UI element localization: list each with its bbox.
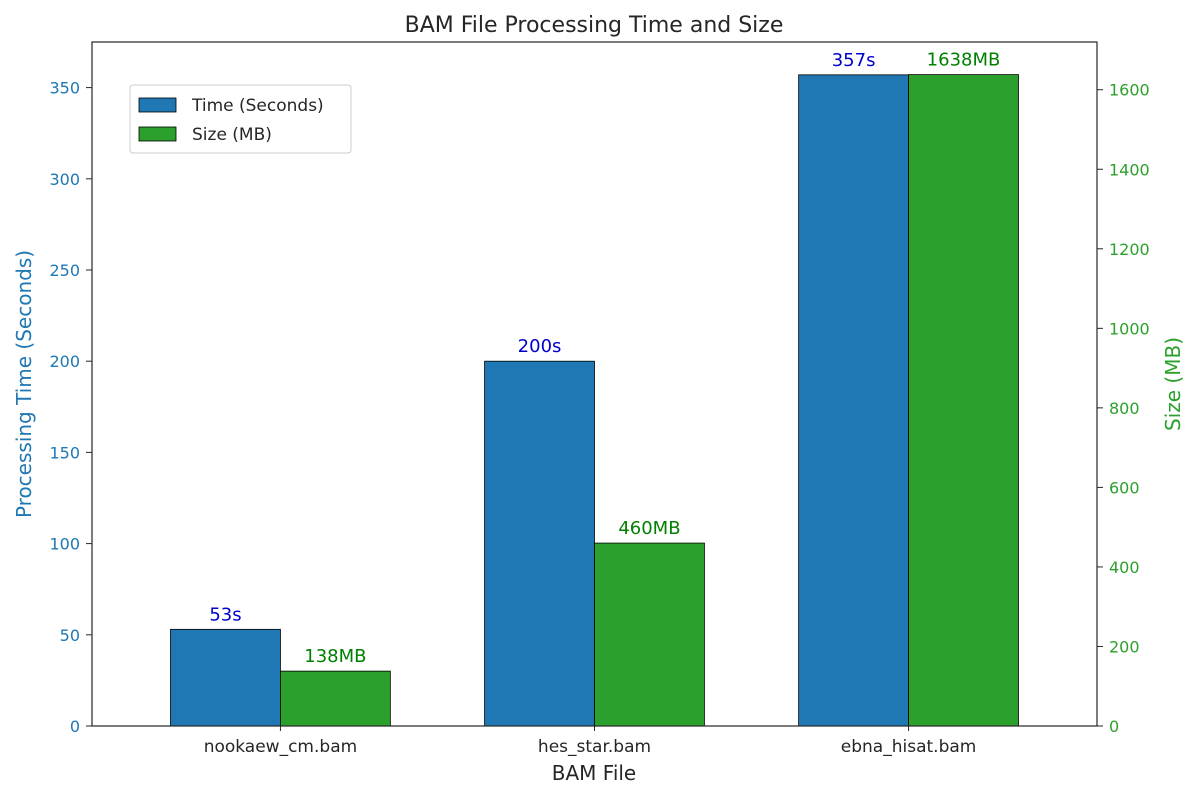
bar-left-1	[484, 360, 595, 727]
y-right-tick-label: 600	[1109, 478, 1140, 497]
bar-left-0	[170, 628, 281, 727]
x-axis-label: BAM File	[552, 761, 636, 785]
bar-value-label: 53s	[209, 604, 241, 625]
bar-right-2	[908, 74, 1019, 727]
y-left-tick-label: 300	[49, 170, 80, 189]
y-right-tick-label: 1400	[1109, 160, 1150, 179]
y-left-tick-label: 50	[60, 626, 80, 645]
y-axis-right-label: Size (MB)	[1161, 337, 1185, 431]
y-left-tick-label: 0	[70, 717, 80, 736]
y-right-tick-label: 800	[1109, 399, 1140, 418]
bar-right-0	[280, 670, 391, 727]
y-right-tick-label: 1600	[1109, 81, 1150, 100]
y-left-tick-label: 150	[49, 443, 80, 462]
legend-box	[129, 84, 352, 154]
x-tick-label: ebna_hisat.bam	[841, 737, 977, 757]
y-left-tick-label: 250	[49, 261, 80, 280]
bar-value-label: 1638MB	[927, 50, 1001, 71]
y-left-tick-label: 200	[49, 352, 80, 371]
y-right-tick-label: 200	[1109, 637, 1140, 656]
plot-area: 53s 200s 357s 138MB 460MB 1638MB 0 50 100 150 200 2…	[49, 41, 1150, 757]
legend-entry-label: Size (MB)	[192, 125, 272, 145]
y-left-tick-label: 100	[49, 535, 80, 554]
chart-title: BAM File Processing Time and Size	[405, 13, 784, 38]
x-tick-label: nookaew_cm.bam	[204, 737, 357, 757]
y-axis-left-label: Processing Time (Seconds)	[12, 250, 36, 518]
y-right-tick-label: 400	[1109, 558, 1140, 577]
bar-value-label: 460MB	[618, 518, 680, 539]
y-right-tick-label: 0	[1109, 717, 1119, 736]
y-right-tick-label: 1200	[1109, 240, 1150, 259]
legend-swatch	[138, 126, 177, 142]
bar-value-label: 357s	[832, 50, 876, 71]
bar-left-2	[798, 74, 909, 727]
x-tick-label: hes_star.bam	[538, 737, 651, 757]
legend-entry-label: Time (Seconds)	[191, 96, 324, 116]
legend-swatch	[138, 97, 177, 113]
bar-value-label: 138MB	[304, 646, 366, 667]
bar-value-label: 200s	[518, 336, 562, 357]
y-left-tick-label: 350	[49, 79, 80, 98]
legend: Time (Seconds) Size (MB)	[129, 84, 352, 154]
y-right-tick-label: 1000	[1109, 319, 1150, 338]
bar-right-1	[594, 542, 705, 727]
